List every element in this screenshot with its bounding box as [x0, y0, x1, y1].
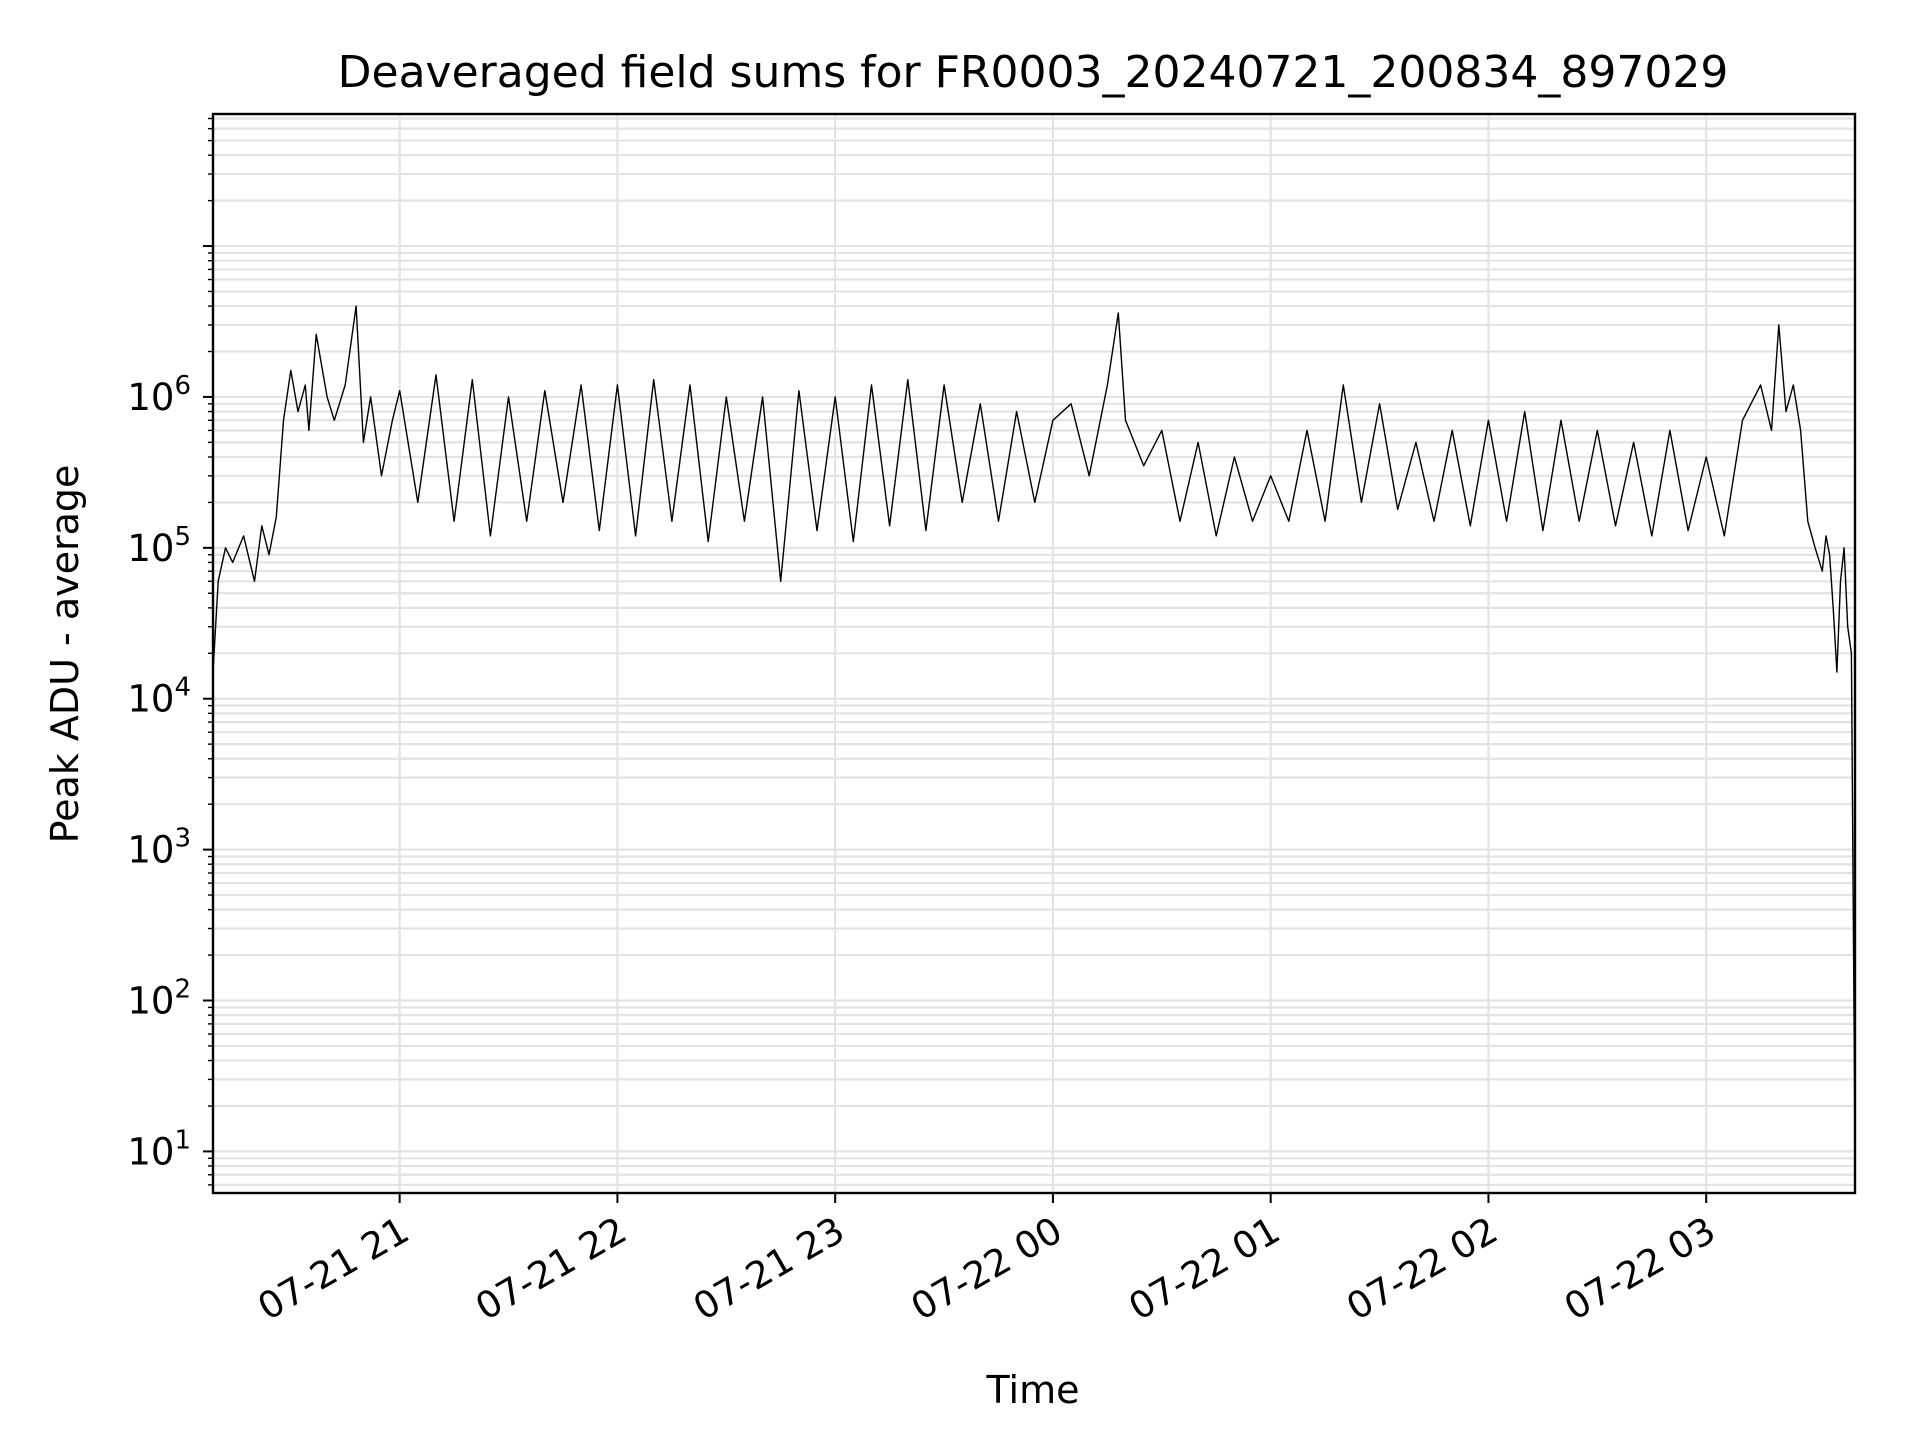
y-tick-exponent: 2	[174, 975, 191, 1005]
y-tick-base: 10	[127, 678, 174, 721]
y-tick-exponent: 6	[174, 371, 191, 401]
y-tick-label: 101	[127, 1125, 191, 1173]
y-tick-base: 10	[127, 1130, 174, 1173]
y-tick-exponent: 1	[174, 1125, 191, 1155]
series-line	[212, 305, 1856, 1152]
y-axis-label: Peak ADU - average	[43, 465, 87, 844]
y-tick-label: 103	[127, 824, 191, 872]
y-tick-label: 105	[127, 522, 191, 570]
y-tick-base: 10	[127, 829, 174, 872]
y-tick-exponent: 3	[174, 824, 191, 854]
y-tick-label: 106	[127, 371, 191, 419]
y-tick-label: 102	[127, 975, 191, 1023]
y-tick-base: 10	[127, 527, 174, 570]
series-layer	[212, 305, 1856, 1152]
chart-title: Deaveraged field sums for FR0003_2024072…	[338, 47, 1729, 98]
x-axis-label: Time	[986, 1368, 1080, 1412]
y-tick-exponent: 5	[174, 522, 191, 552]
grid	[213, 114, 1855, 1193]
y-tick-base: 10	[127, 376, 174, 419]
y-tick-base: 10	[127, 980, 174, 1023]
y-tick-label: 104	[127, 673, 191, 721]
y-tick-exponent: 4	[174, 673, 191, 703]
